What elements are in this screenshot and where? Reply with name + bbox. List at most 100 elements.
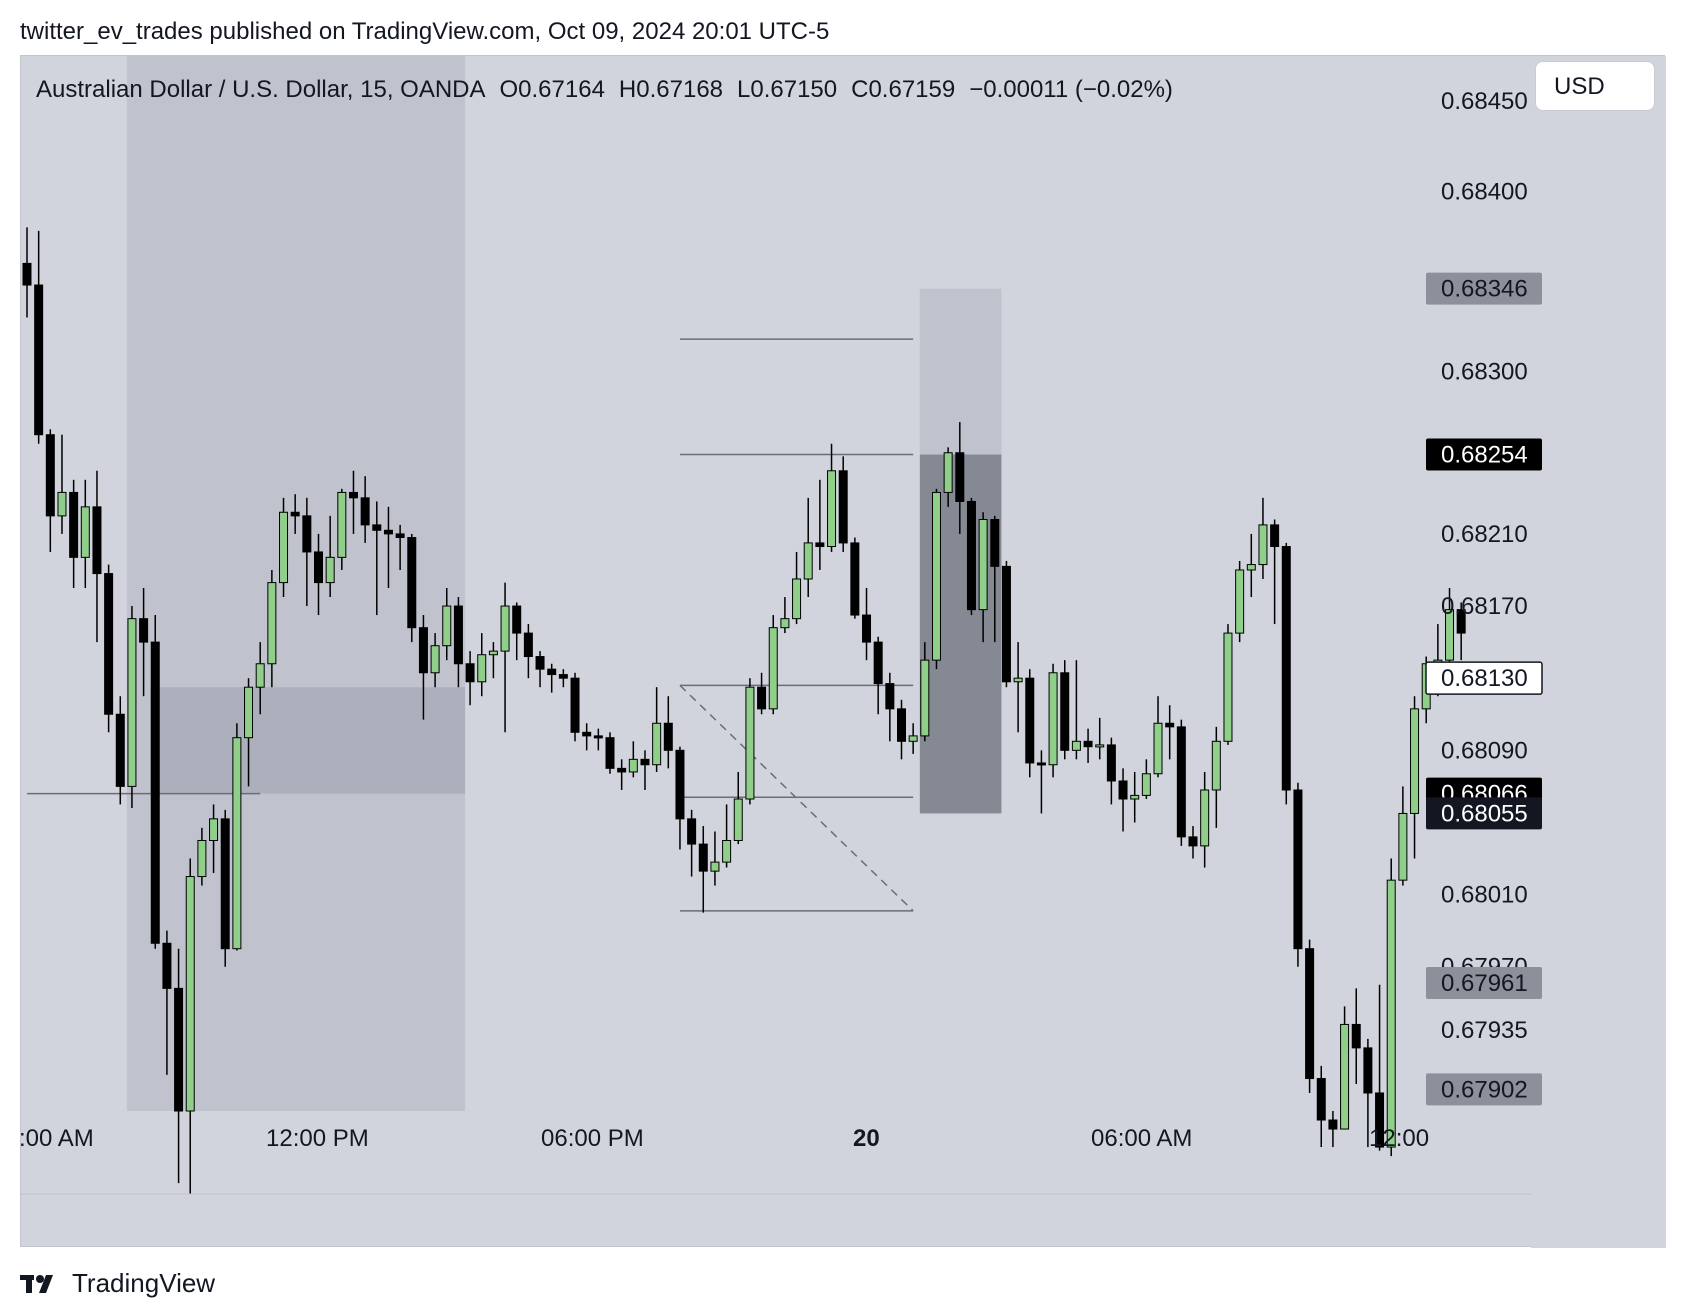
candle[interactable] — [1071, 660, 1081, 760]
candle[interactable] — [395, 524, 405, 570]
candle[interactable] — [722, 804, 732, 868]
candle[interactable] — [1410, 696, 1420, 859]
candle[interactable] — [1386, 858, 1396, 1157]
candle[interactable] — [279, 497, 289, 598]
footer-branding[interactable]: TradingView — [20, 1268, 215, 1299]
candle[interactable] — [978, 512, 988, 643]
candle[interactable] — [1025, 669, 1035, 778]
candle[interactable] — [873, 636, 883, 715]
candle[interactable] — [92, 470, 102, 643]
candle[interactable] — [990, 515, 1000, 643]
candle[interactable] — [174, 948, 184, 1184]
candle[interactable] — [104, 564, 114, 733]
candle[interactable] — [1036, 750, 1046, 814]
candle[interactable] — [1328, 1111, 1338, 1148]
candle[interactable] — [1188, 826, 1198, 859]
candle[interactable] — [290, 494, 300, 534]
chart-area[interactable]: 0.68450 0.68400 0.68300 0.68210 0.68170 0.680… — [20, 55, 1666, 1248]
zone-rect[interactable] — [919, 288, 1002, 455]
candle[interactable] — [407, 533, 417, 643]
candle[interactable] — [512, 602, 522, 661]
candle[interactable] — [955, 422, 965, 534]
candle[interactable] — [792, 551, 802, 625]
candle[interactable] — [1001, 560, 1011, 688]
candle[interactable] — [34, 230, 44, 444]
candle[interactable] — [1351, 988, 1361, 1084]
candle[interactable] — [652, 687, 662, 772]
candle[interactable] — [862, 588, 872, 661]
candle[interactable] — [535, 651, 545, 688]
candlestick-chart[interactable]: 0.68450 0.68400 0.68300 0.68210 0.68170 0.680… — [21, 56, 1666, 1248]
candle[interactable] — [197, 827, 207, 886]
candle[interactable] — [582, 723, 592, 751]
candle[interactable] — [1013, 642, 1023, 733]
candle[interactable] — [768, 615, 778, 715]
candle[interactable] — [57, 434, 67, 534]
candle[interactable] — [1223, 624, 1233, 745]
candle[interactable] — [348, 470, 358, 534]
candle[interactable] — [931, 488, 941, 670]
candle[interactable] — [1095, 717, 1105, 760]
candle[interactable] — [593, 728, 603, 751]
candle[interactable] — [465, 651, 475, 706]
candle[interactable] — [1258, 497, 1268, 579]
candle[interactable] — [1153, 696, 1163, 778]
candle[interactable] — [1235, 560, 1245, 643]
candle[interactable] — [314, 533, 323, 616]
candle[interactable] — [757, 672, 767, 715]
candle[interactable] — [139, 588, 149, 697]
candle[interactable] — [127, 606, 137, 809]
price-tag[interactable]: 0.68130 — [1425, 661, 1543, 695]
candle[interactable] — [698, 826, 708, 913]
candle[interactable] — [267, 569, 277, 688]
candle[interactable] — [430, 633, 440, 688]
candle[interactable] — [500, 582, 510, 733]
candle[interactable] — [1246, 533, 1256, 598]
candle[interactable] — [1060, 660, 1070, 760]
candle[interactable] — [337, 488, 347, 570]
price-tag[interactable]: 0.68254 — [1426, 438, 1542, 471]
candle[interactable] — [1211, 726, 1221, 828]
candle[interactable] — [523, 624, 533, 679]
candle[interactable] — [780, 597, 790, 634]
candle[interactable] — [162, 930, 172, 1075]
candle[interactable] — [850, 537, 860, 619]
candle[interactable] — [115, 696, 125, 805]
candle[interactable] — [1118, 768, 1128, 832]
candle[interactable] — [1141, 759, 1151, 800]
candle[interactable] — [628, 741, 638, 778]
candle[interactable] — [477, 633, 487, 697]
candle[interactable] — [966, 497, 976, 616]
candle[interactable] — [920, 642, 930, 742]
candle[interactable] — [185, 858, 195, 1194]
candle[interactable] — [710, 831, 720, 886]
candle[interactable] — [570, 672, 580, 742]
candle[interactable] — [1130, 771, 1140, 823]
candle[interactable] — [232, 723, 242, 951]
candle[interactable] — [488, 642, 498, 679]
symbol-title[interactable]: Australian Dollar / U.S. Dollar, 15, OAN… — [36, 76, 486, 103]
candle[interactable] — [453, 597, 463, 688]
candle[interactable] — [372, 501, 382, 616]
candle[interactable] — [547, 663, 557, 693]
candle[interactable] — [558, 669, 568, 688]
candle[interactable] — [1316, 1065, 1326, 1148]
candle[interactable] — [22, 227, 32, 318]
candle[interactable] — [1165, 705, 1175, 760]
projection-dashed-line[interactable] — [679, 684, 914, 912]
candle[interactable] — [605, 732, 615, 774]
candle[interactable] — [1398, 786, 1408, 886]
price-tag[interactable]: 0.67902 — [1426, 1073, 1542, 1106]
candle[interactable] — [302, 497, 312, 607]
candle[interactable] — [827, 443, 837, 552]
candle[interactable] — [745, 678, 755, 805]
candle[interactable] — [383, 506, 393, 589]
candle[interactable] — [1375, 984, 1385, 1151]
zone-rect[interactable] — [150, 687, 466, 794]
candle[interactable] — [80, 479, 90, 589]
candle[interactable] — [908, 723, 918, 754]
candle[interactable] — [325, 515, 335, 598]
price-tag[interactable]: 0.68055 — [1426, 797, 1542, 830]
candle[interactable] — [418, 615, 428, 720]
candle[interactable] — [733, 771, 743, 845]
